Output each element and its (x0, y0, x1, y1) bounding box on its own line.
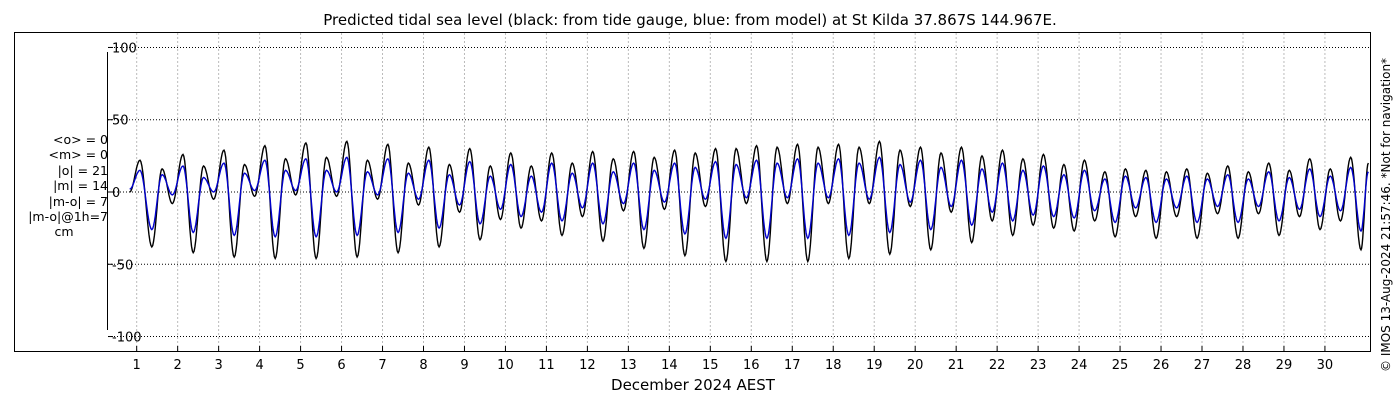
x-tick-label: 29 (1276, 358, 1293, 373)
watermark: © IMOS 13-Aug-2024 21:57:46. *Not for na… (1379, 58, 1393, 372)
x-tick-label: 5 (296, 358, 304, 373)
plot-frame (14, 32, 1371, 352)
x-tick-label: 28 (1235, 358, 1252, 373)
x-tick-label: 19 (866, 358, 883, 373)
x-tick-label: 20 (907, 358, 924, 373)
series-line-tide-gauge (129, 140, 1370, 264)
x-tick-label: 15 (702, 358, 719, 373)
stat-mean-model: <m> = 0 (48, 147, 109, 163)
x-tick-label: 23 (1030, 358, 1047, 373)
x-tick-label: 3 (214, 358, 222, 373)
series-lines (129, 140, 1370, 264)
x-tick-label: 4 (255, 358, 263, 373)
stat-abs-diff-1h: |m-o|@1h=7 (28, 209, 108, 225)
stat-mean-obs: <o> = 0 (53, 132, 108, 147)
x-ticks: 1 2 3 4 5 6 7 8 9 10 11 12 13 14 15 16 17 18 19 20 21 22 23 24 2… (133, 346, 1334, 373)
x-tick-label: 12 (579, 358, 596, 373)
x-tick-label: 25 (1112, 358, 1129, 373)
x-tick-label: 10 (497, 358, 514, 373)
x-tick-label: 22 (989, 358, 1006, 373)
stat-unit: cm (54, 224, 74, 240)
x-tick-label: 18 (825, 358, 842, 373)
y-ticks: -100 -50 0 50 100 (108, 41, 142, 346)
x-axis-label: December 2024 AEST (611, 376, 776, 394)
chart-title: Predicted tidal sea level (black: from t… (323, 11, 1057, 29)
x-tick-label: 2 (174, 358, 182, 373)
x-tick-label: 7 (378, 358, 386, 373)
grid-lines (108, 33, 1370, 351)
x-tick-label: 21 (948, 358, 965, 373)
x-tick-label: 13 (620, 358, 637, 373)
y-tick-label: -100 (112, 331, 142, 346)
x-tick-label: 16 (743, 358, 760, 373)
x-tick-label: 30 (1317, 358, 1334, 373)
x-tick-label: 27 (1194, 358, 1211, 373)
x-tick-label: 14 (661, 358, 678, 373)
x-tick-label: 8 (419, 358, 427, 373)
y-tick-label: -50 (112, 258, 133, 273)
y-tick-label: 0 (112, 186, 120, 201)
x-tick-label: 26 (1153, 358, 1170, 373)
x-tick-label: 24 (1071, 358, 1088, 373)
stat-abs-model: |m| = 14 (53, 178, 108, 194)
stat-abs-obs: |o| = 21 (57, 162, 108, 178)
x-tick-label: 9 (460, 358, 468, 373)
series-line-model (129, 156, 1369, 240)
x-tick-label: 17 (784, 358, 801, 373)
x-tick-label: 11 (538, 358, 555, 373)
stat-abs-diff: |m-o| = 7 (48, 193, 108, 209)
stats-panel: <o> = 0 <m> = 0 |o| = 21 |m| = 14 |m-o| … (14, 132, 108, 240)
y-tick-label: 100 (112, 41, 137, 56)
x-tick-label: 1 (133, 358, 141, 373)
x-tick-label: 6 (337, 358, 345, 373)
y-tick-label: 50 (112, 114, 129, 129)
